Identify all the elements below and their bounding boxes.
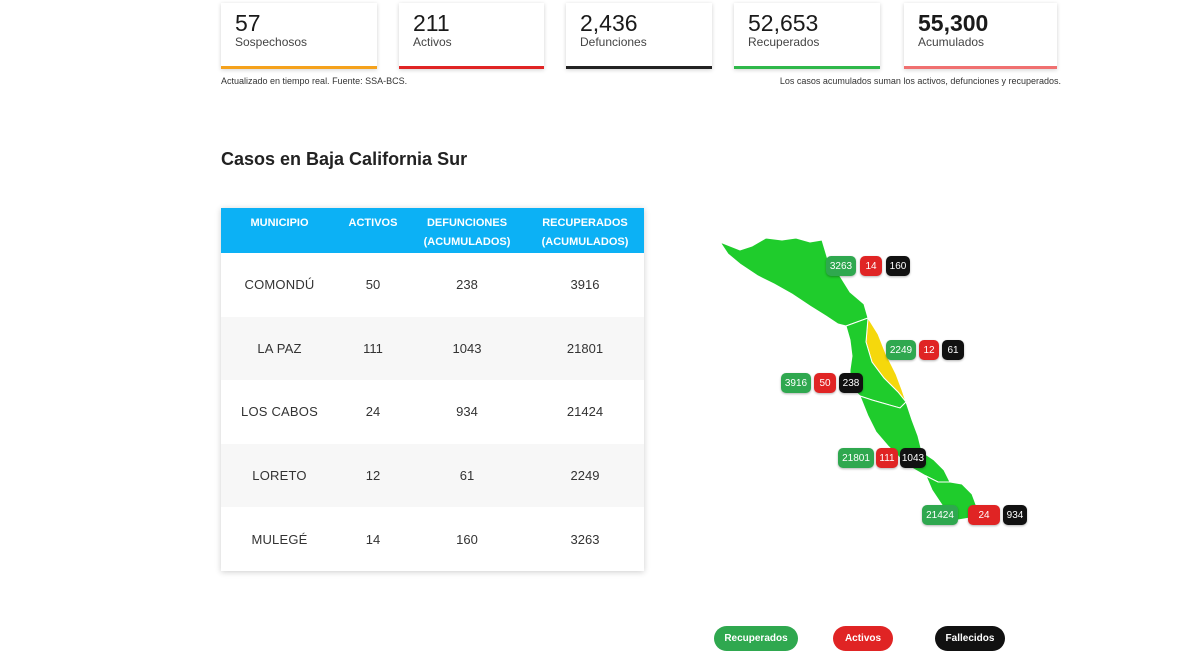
header-activos: ACTIVOS (348, 217, 398, 229)
loscabos-fallecidos-badge: 934 (1003, 505, 1027, 525)
table-row: LOS CABOS 24 934 21424 (221, 380, 644, 444)
cell-municipio: LOS CABOS (241, 404, 318, 420)
mulege-recuperados-badge: 3263 (826, 256, 856, 276)
legend-recuperados[interactable]: Recuperados (714, 626, 798, 651)
stat-value: 52,653 (748, 10, 819, 36)
table-header: MUNICIPIO ACTIVOS DEFUNCIONES (ACUMULADOS… (221, 208, 644, 253)
stat-card-acumulados: 55,300 Acumulados (904, 3, 1057, 69)
cell-municipio: MULEGÉ (251, 531, 308, 547)
mulege-fallecidos-badge: 160 (886, 256, 910, 276)
stat-label: Acumulados (918, 35, 985, 49)
stat-label: Activos (413, 35, 452, 49)
cell-defunciones: 1043 (452, 340, 482, 356)
cell-activos: 111 (363, 340, 383, 356)
section-title: Casos en Baja California Sur (221, 149, 468, 169)
table-row: LORETO 12 61 2249 (221, 443, 644, 508)
lapaz-fallecidos-badge: 1043 (900, 448, 926, 468)
stat-card-activos: 211 Activos (399, 3, 544, 69)
lapaz-recuperados-badge: 21801 (838, 448, 874, 468)
legend-fallecidos[interactable]: Fallecidos (935, 626, 1005, 651)
map-legend: Recuperados Activos Fallecidos (0, 626, 1200, 652)
cell-recuperados: 3263 (570, 531, 600, 547)
cell-recuperados: 21424 (566, 404, 604, 420)
stat-value: 2,436 (580, 10, 638, 36)
lapaz-activos-badge: 111 (876, 448, 898, 468)
stats-cards: 57 Sospechosos 211 Activos 2,436 Defunci… (221, 3, 1061, 69)
cases-table: MUNICIPIO ACTIVOS DEFUNCIONES (ACUMULADOS… (221, 208, 644, 571)
stat-card-recuperados: 52,653 Recuperados (734, 3, 880, 69)
cell-activos: 12 (365, 468, 381, 484)
accumulated-note: Los casos acumulados suman los activos, … (779, 76, 1061, 86)
map-region-mulege[interactable] (718, 237, 869, 327)
loreto-recuperados-badge: 2249 (886, 340, 916, 360)
comondu-activos-badge: 50 (814, 373, 836, 393)
cell-defunciones: 238 (456, 277, 478, 293)
loreto-fallecidos-badge: 61 (942, 340, 964, 360)
stat-card-defunciones: 2,436 Defunciones (566, 3, 712, 69)
cell-defunciones: 160 (456, 531, 478, 547)
cell-recuperados: 21801 (566, 340, 604, 356)
comondu-recuperados-badge: 3916 (781, 373, 811, 393)
cell-municipio: LORETO (252, 468, 307, 484)
cell-recuperados: 3916 (570, 277, 600, 293)
stat-bar (221, 66, 377, 69)
stat-value: 55,300 (918, 10, 989, 36)
loscabos-activos-badge: 24 (968, 505, 1000, 525)
loscabos-recuperados-badge: 21424 (922, 505, 958, 525)
cell-defunciones: 61 (459, 468, 475, 484)
cell-defunciones: 934 (456, 404, 478, 420)
table-row: COMONDÚ 50 238 3916 (221, 253, 644, 317)
stat-label: Defunciones (580, 35, 647, 49)
stat-bar (734, 66, 880, 69)
source-note: Actualizado en tiempo real. Fuente: SSA-… (221, 76, 408, 86)
cell-activos: 50 (365, 277, 381, 293)
cell-municipio: COMONDÚ (244, 277, 315, 293)
stat-bar (566, 66, 712, 69)
header-defunciones: DEFUNCIONES (ACUMULADOS) (423, 217, 511, 248)
bcs-map: 3263 14 160 2249 12 61 3916 50 238 21801… (700, 220, 1060, 540)
legend-activos[interactable]: Activos (833, 626, 893, 651)
mulege-activos-badge: 14 (860, 256, 882, 276)
loreto-activos-badge: 12 (919, 340, 939, 360)
stat-card-sospechosos: 57 Sospechosos (221, 3, 377, 69)
header-municipio: MUNICIPIO (250, 217, 309, 229)
cell-municipio: LA PAZ (257, 340, 302, 356)
cell-activos: 24 (365, 404, 381, 420)
header-recuperados: RECUPERADOS (ACUMULADOS) (541, 217, 629, 248)
stat-value: 211 (413, 10, 450, 36)
stat-label: Sospechosos (235, 35, 308, 49)
map-region-lapaz[interactable] (859, 395, 951, 483)
cell-recuperados: 2249 (570, 468, 600, 484)
stat-bar (399, 66, 544, 69)
stat-value: 57 (235, 10, 261, 36)
stat-bar (904, 66, 1057, 69)
table-row: LA PAZ 111 1043 21801 (221, 316, 644, 381)
comondu-fallecidos-badge: 238 (839, 373, 863, 393)
cell-activos: 14 (365, 531, 381, 547)
stat-label: Recuperados (748, 35, 820, 49)
table-row: MULEGÉ 14 160 3263 (221, 507, 644, 571)
